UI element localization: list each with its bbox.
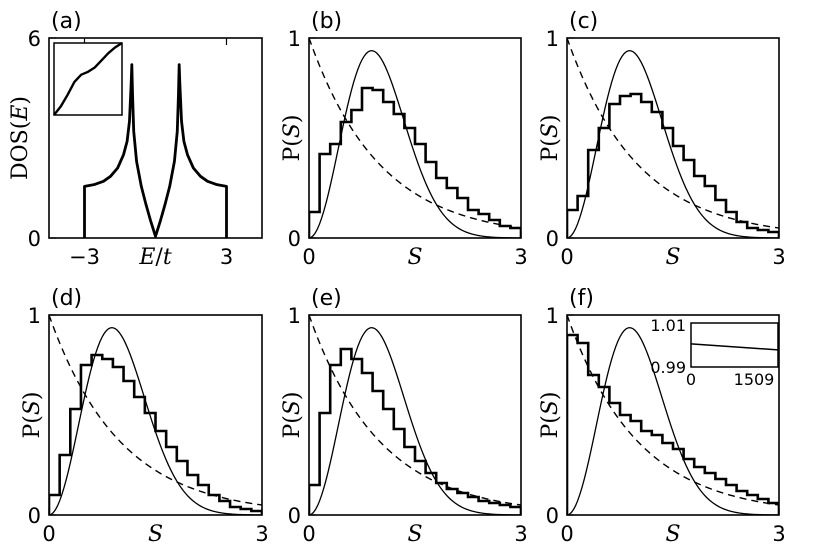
poisson-curve (309, 38, 521, 229)
x-tick-label: 0 (302, 522, 315, 546)
wigner-curve (309, 50, 521, 238)
x-tick-label: 0 (302, 245, 315, 269)
y-axis-label: DOS(E) (8, 96, 33, 180)
panel-label: (a) (51, 9, 82, 34)
wigner-curve (49, 327, 262, 515)
x-axis-label: S (148, 522, 163, 547)
histogram (49, 353, 262, 515)
y-tick-label: 0 (28, 227, 41, 251)
plot-area (567, 38, 779, 238)
plot-area (309, 38, 521, 238)
poisson-curve (49, 315, 262, 506)
y-tick-label: 1 (28, 304, 41, 328)
y-tick-label: 0 (546, 227, 559, 251)
y-axis-label: P(S) (538, 114, 563, 161)
y-axis-label: P(S) (280, 114, 305, 161)
dos-curve (83, 63, 228, 238)
inset-y-tick-label: 1.01 (650, 316, 686, 335)
axes-frame (308, 37, 522, 239)
panel-c: 0 3 0 1 S P(S) (c) (538, 9, 786, 270)
poisson-curve (567, 315, 779, 506)
axes-frame (48, 37, 263, 239)
inset-x-tick-label: 1509 (734, 370, 775, 389)
y-tick-label: 1 (546, 304, 559, 328)
histogram (309, 347, 521, 515)
y-tick-label: 0 (28, 504, 41, 528)
y-axis-label: P(S) (20, 391, 45, 438)
y-axis-label: P(S) (280, 391, 305, 438)
y-tick-label: 1 (288, 27, 301, 51)
x-tick-label: 3 (220, 245, 233, 269)
panel-label: (c) (569, 9, 598, 34)
x-axis-label: S (665, 245, 680, 270)
axes-frame (308, 314, 522, 516)
histogram (309, 86, 521, 238)
x-axis-label: S (407, 522, 422, 547)
poisson-curve (309, 315, 521, 506)
y-tick-label: 6 (28, 27, 41, 51)
axes-frame (566, 314, 780, 516)
inset-line (690, 343, 779, 351)
x-tick-label: 3 (255, 522, 268, 546)
y-axis-label: P(S) (538, 391, 563, 438)
panel-d: 0 3 0 1 S P(S) (d) (20, 286, 269, 547)
axes-frame (566, 37, 780, 239)
panel-label: (f) (569, 286, 594, 311)
plot-area (83, 63, 228, 238)
panel-label: (d) (51, 286, 82, 311)
panel-b: 0 3 0 1 S P(S) (b) (280, 9, 528, 270)
inset-frame (53, 42, 123, 116)
y-tick-label: 1 (546, 27, 559, 51)
inset-x-tick-label: 0 (686, 370, 696, 389)
x-tick-label: 3 (772, 245, 785, 269)
wigner-curve (567, 50, 779, 238)
inset-y-tick-label: 0.99 (650, 358, 686, 377)
y-tick-label: 0 (546, 504, 559, 528)
wigner-curve (567, 327, 779, 515)
panel-label: (e) (311, 286, 342, 311)
x-axis-label: E/t (138, 245, 171, 270)
poisson-curve (567, 38, 779, 229)
histogram (567, 92, 779, 238)
panel-e: 0 3 0 1 S P(S) (e) (280, 286, 528, 547)
x-tick-label: 3 (514, 522, 527, 546)
x-tick-label: 0 (560, 522, 573, 546)
x-tick-label: 0 (560, 245, 573, 269)
x-axis-label: S (665, 522, 680, 547)
plot-area (309, 315, 521, 515)
x-tick-label: 3 (772, 522, 785, 546)
y-tick-label: 0 (288, 504, 301, 528)
x-axis-label: S (407, 245, 422, 270)
x-tick-label: 3 (514, 245, 527, 269)
panel-label: (b) (311, 9, 342, 34)
y-tick-label: 0 (288, 227, 301, 251)
y-tick-label: 1 (288, 304, 301, 328)
x-tick-label: 0 (42, 522, 55, 546)
axes-frame (48, 314, 263, 516)
x-tick-label: −3 (69, 245, 100, 269)
panel-a: −3 3 0 6 E/t DOS(E) (a) (8, 9, 263, 270)
plot-area (49, 315, 262, 515)
plot-area (567, 315, 779, 515)
wigner-curve (309, 327, 521, 515)
histogram (567, 333, 779, 515)
inset-curve (53, 41, 123, 116)
